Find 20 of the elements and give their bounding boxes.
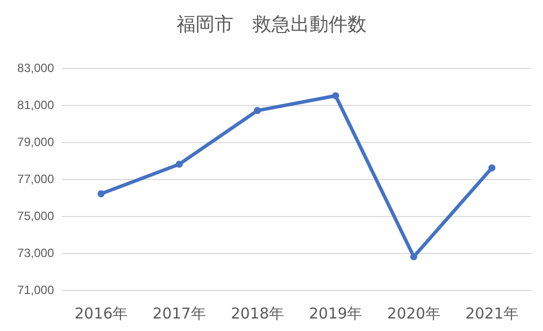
point	[410, 253, 418, 260]
x-tick-label: 2020年	[387, 304, 440, 322]
y-tick-label: 71,000	[17, 283, 54, 297]
y-tick-label: 81,000	[17, 98, 54, 112]
y-tick-label: 75,000	[17, 209, 54, 223]
y-tick-label: 73,000	[17, 246, 54, 260]
point	[332, 92, 340, 100]
chart-title: 福岡市 救急出動件数	[176, 14, 366, 36]
x-tick-label: 2016年	[74, 304, 128, 322]
x-tick-label: 2018年	[230, 304, 284, 322]
point	[254, 107, 261, 114]
x-tick-label: 2019年	[308, 304, 362, 322]
y-tick-label: 77,000	[17, 172, 54, 186]
point	[176, 160, 183, 168]
y-tick-label: 83,000	[17, 61, 54, 75]
y-tick-label: 79,000	[17, 135, 54, 149]
x-tick-label: 2017年	[152, 304, 206, 322]
point	[98, 190, 105, 198]
point	[488, 164, 496, 172]
x-tick-label: 2021年	[465, 304, 519, 322]
